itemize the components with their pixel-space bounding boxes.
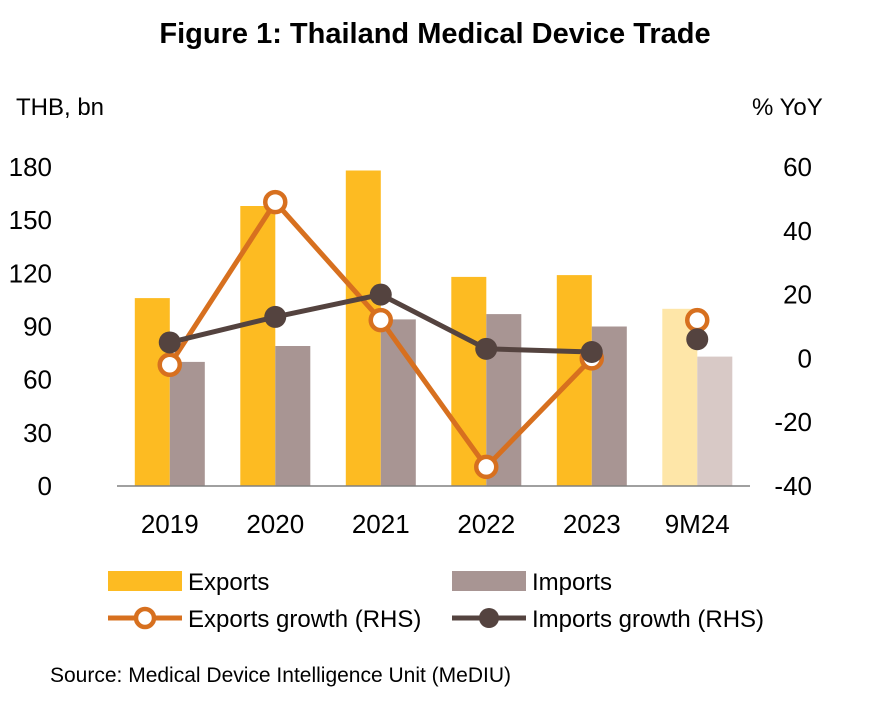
bar-imports-2019: [169, 361, 205, 486]
y-left-tick-label: 150: [9, 205, 52, 235]
legend-item-imports: Imports: [452, 569, 612, 596]
legend-item-exports-growth-rhs-: Exports growth (RHS): [108, 606, 421, 633]
legend-label: Imports: [532, 569, 612, 596]
marker-imports-growth-2022: [475, 337, 498, 360]
bar-exports-2022: [451, 276, 487, 486]
marker-exports-growth-2021: [368, 307, 393, 333]
y-right-tick-label: -40: [774, 471, 812, 501]
x-tick-label: 2020: [246, 509, 304, 539]
y-right-tick-label: -20: [774, 407, 812, 437]
legend-label: Imports growth (RHS): [532, 606, 764, 633]
legend-label: Exports: [188, 569, 269, 596]
y-left-tick-label: 60: [23, 365, 52, 395]
bar-exports-2023: [556, 275, 592, 486]
y-left-tick-label: 90: [23, 312, 52, 342]
marker-imports-growth-2023: [580, 341, 603, 364]
y-axis-left-label: THB, bn: [16, 94, 105, 121]
bar-imports-2020: [275, 346, 311, 486]
legend-label: Exports growth (RHS): [188, 606, 421, 633]
x-tick-label: 2021: [352, 509, 410, 539]
legend-swatch: [452, 571, 526, 591]
x-tick-label: 2023: [563, 509, 621, 539]
marker-imports-growth-2021: [369, 283, 392, 306]
bar-exports-2020: [240, 206, 276, 486]
marker-exports-growth-9M24: [685, 307, 710, 333]
x-tick-label: 2019: [141, 509, 199, 539]
y-left-tick-label: 120: [9, 258, 52, 288]
legend-swatch: [108, 571, 182, 591]
bar-exports-2019: [134, 298, 170, 486]
y-right-tick-label: 20: [783, 280, 812, 310]
marker-imports-growth-2019: [158, 331, 181, 354]
legend-marker: [133, 606, 157, 630]
source-note: Source: Medical Device Intelligence Unit…: [50, 664, 512, 687]
bar-imports-9M24: [697, 356, 733, 486]
x-tick-label: 2022: [457, 509, 515, 539]
x-tick-label: 9M24: [665, 509, 730, 539]
legend-marker: [479, 608, 499, 628]
y-right-tick-label: 40: [783, 216, 812, 246]
y-left-tick-label: 30: [23, 418, 52, 448]
legend-item-exports: Exports: [108, 569, 269, 596]
marker-imports-growth-2020: [264, 305, 287, 328]
y-axis-right-label: % YoY: [752, 94, 823, 121]
y-right-tick-label: 0: [798, 343, 812, 373]
marker-imports-growth-9M24: [686, 328, 709, 351]
marker-exports-growth-2020: [263, 189, 288, 215]
y-left-tick-label: 180: [9, 152, 52, 182]
legend-item-imports-growth-rhs-: Imports growth (RHS): [452, 606, 764, 633]
marker-exports-growth-2019: [157, 352, 182, 378]
y-right-tick-label: 60: [783, 152, 812, 182]
y-left-tick-label: 0: [38, 471, 52, 501]
chart-title: Figure 1: Thailand Medical Device Trade: [159, 18, 711, 50]
marker-exports-growth-2022: [474, 454, 499, 480]
